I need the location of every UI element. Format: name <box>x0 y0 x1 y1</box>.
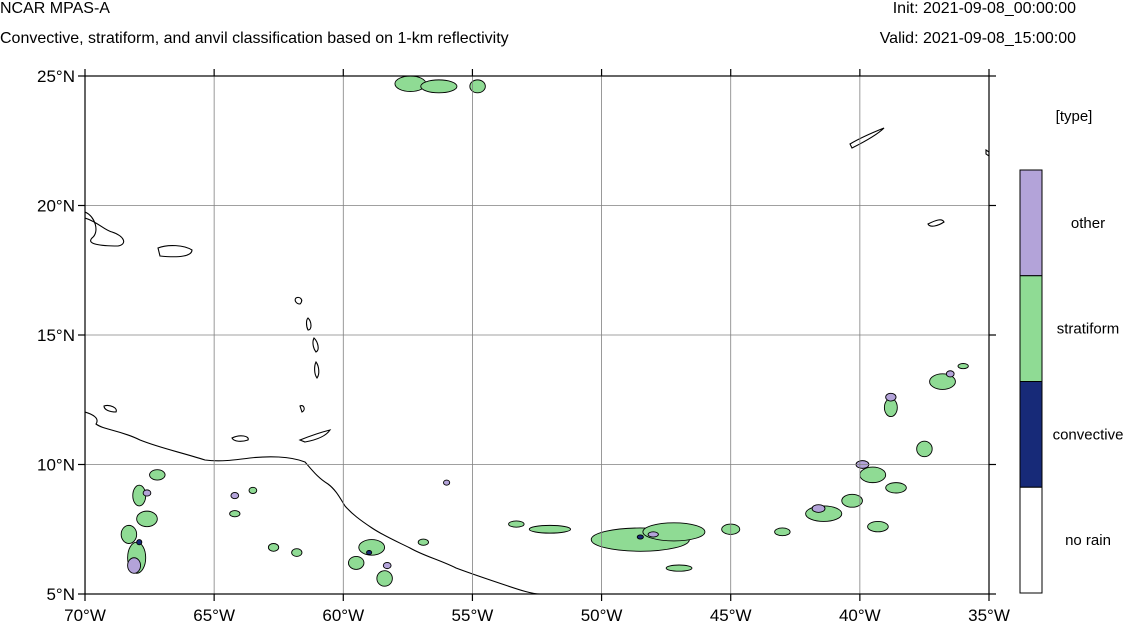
precip-region-stratiform <box>348 555 365 570</box>
valid-time: Valid: 2021-09-08_15:00:00 <box>879 30 1076 47</box>
lon-tick-label: 40°W <box>839 606 881 625</box>
coastline-segment <box>299 405 305 413</box>
precip-region-stratiform <box>291 548 303 557</box>
precip-region-stratiform <box>642 522 706 542</box>
precip-region-stratiform <box>916 440 933 458</box>
precip-region-stratiform <box>859 466 887 484</box>
colorbar: [type] other stratiform convective no rain <box>1019 108 1124 594</box>
colorbar-swatch-other <box>1019 169 1043 277</box>
precip-region-stratiform <box>417 538 429 546</box>
coastline-segment <box>103 404 117 413</box>
gridlines <box>85 76 989 594</box>
precip-region-stratiform <box>665 564 693 572</box>
precip-region-convective <box>366 550 373 556</box>
precip-region-stratiform <box>420 79 458 94</box>
precip-region-stratiform <box>841 493 863 508</box>
chart-title: NCAR MPAS-A <box>0 0 110 17</box>
colorbar-label: other <box>1071 215 1105 232</box>
precip-region-convective <box>636 534 644 540</box>
lat-tick-label: 20°N <box>37 197 75 216</box>
colorbar-label: stratiform <box>1057 321 1120 338</box>
precip-region-convective <box>136 539 143 546</box>
precip-region-other <box>811 504 826 513</box>
precip-region-stratiform <box>376 570 393 587</box>
precip-region-stratiform <box>248 486 258 494</box>
chart-subtitle: Convective, stratiform, and anvil classi… <box>0 30 509 47</box>
precip-region-stratiform <box>885 482 907 494</box>
colorbar-title: [type] <box>1056 108 1093 125</box>
coastline-segment <box>312 337 319 353</box>
coastline-segment <box>298 429 332 443</box>
precip-region-stratiform <box>528 524 572 534</box>
coastline-segment <box>849 127 885 149</box>
precip-region-stratiform <box>774 527 791 537</box>
precip-region-other <box>230 492 240 500</box>
colorbar-swatch-stratiform <box>1019 275 1043 382</box>
precip-region-stratiform <box>136 510 158 528</box>
coastline-segment <box>305 317 312 331</box>
colorbar-label: convective <box>1053 426 1124 443</box>
precip-region-stratiform <box>267 543 280 552</box>
lon-tick-label: 35°W <box>968 606 1010 625</box>
precip-region-stratiform <box>867 521 889 533</box>
precip-region-other <box>647 531 659 538</box>
coastline-layer <box>85 127 989 594</box>
lat-tick-label: 10°N <box>37 456 75 475</box>
precip-region-stratiform <box>358 539 386 556</box>
precip-region-stratiform <box>957 363 969 370</box>
lon-tick-label: 65°W <box>193 606 235 625</box>
colorbar-swatch-no-rain <box>1019 486 1043 594</box>
precip-region-stratiform <box>149 469 166 481</box>
precip-region-other <box>885 392 897 402</box>
coastline-segment <box>294 296 303 305</box>
lat-tick-label: 15°N <box>37 326 75 345</box>
lon-tick-label: 50°W <box>581 606 623 625</box>
precip-layer <box>120 76 969 587</box>
precip-region-other <box>945 370 955 378</box>
coastline-segment <box>985 148 989 157</box>
lat-tick-label: 25°N <box>37 67 75 86</box>
precip-region-other <box>142 489 152 497</box>
lon-tick-label: 60°W <box>322 606 364 625</box>
precip-region-other <box>127 557 141 574</box>
coastline-segment <box>314 360 320 379</box>
coastline-segment <box>85 411 541 594</box>
lon-tick-label: 45°W <box>710 606 752 625</box>
coastline-segment <box>85 211 125 247</box>
precip-region-stratiform <box>229 510 241 518</box>
precip-region-stratiform <box>394 76 427 92</box>
lon-tick-label: 70°W <box>64 606 106 625</box>
axis-ticks: 70°W 65°W 60°W 55°W 50°W 45°W 40°W 35°W 5°N 10°N 1… <box>37 67 1010 625</box>
coastline-segment <box>157 245 193 258</box>
coastline-segment <box>927 219 945 227</box>
precip-region-other <box>443 479 451 486</box>
lat-tick-label: 5°N <box>46 585 75 604</box>
coastline-segment <box>231 435 249 442</box>
precip-region-other <box>382 561 392 570</box>
colorbar-swatch-convective <box>1019 381 1043 488</box>
precip-region-stratiform <box>469 79 486 94</box>
lon-tick-label: 55°W <box>452 606 494 625</box>
precip-region-stratiform <box>120 524 138 544</box>
colorbar-label: no rain <box>1065 532 1111 549</box>
init-time: Init: 2021-09-08_00:00:00 <box>892 0 1076 17</box>
precip-region-stratiform <box>508 520 525 528</box>
precip-region-stratiform <box>929 373 956 390</box>
